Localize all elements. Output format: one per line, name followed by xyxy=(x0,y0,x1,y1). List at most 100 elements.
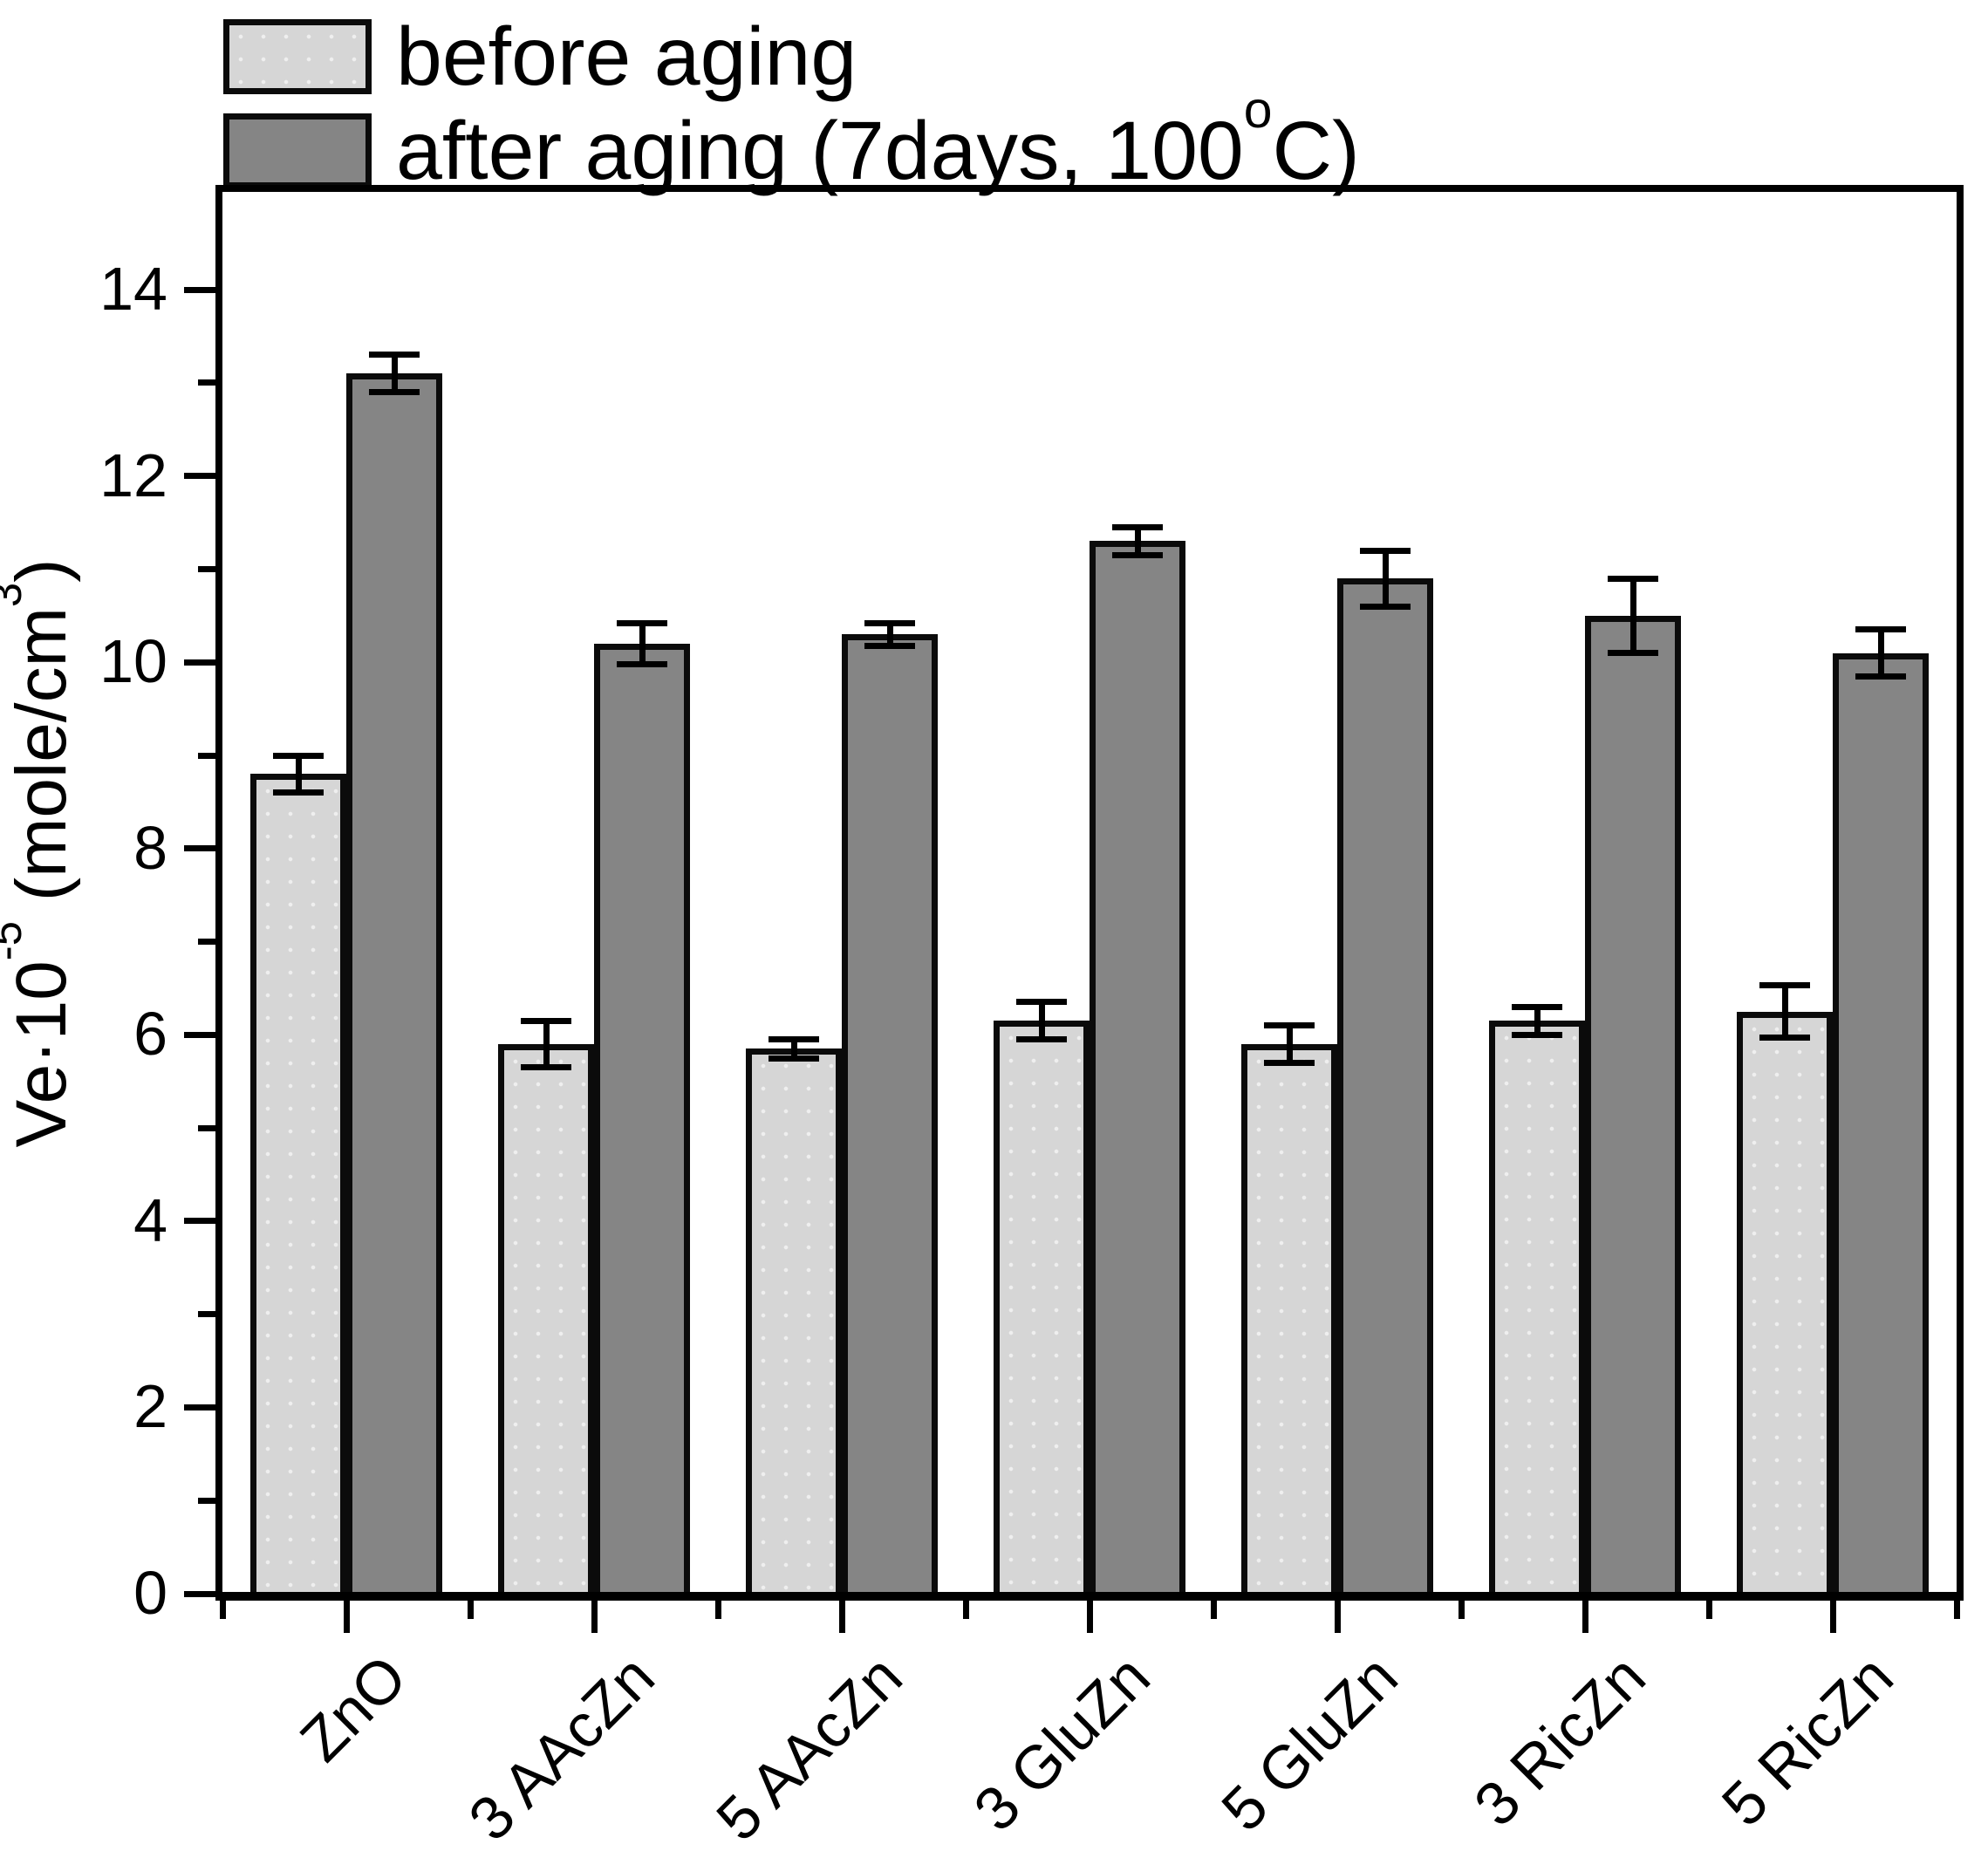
x-minor-tick-6 xyxy=(1705,1601,1712,1619)
error-bar-cap-bottom-before-1 xyxy=(521,1064,571,1071)
y-minor-tick-7 xyxy=(198,939,216,946)
error-bar-cap-top-before-0 xyxy=(273,752,324,759)
y-major-tick-6 xyxy=(184,1031,216,1038)
y-tick-label-10: 10 xyxy=(99,627,167,696)
error-bar-cap-bottom-before-3 xyxy=(1016,1036,1067,1043)
error-bar-cap-bottom-before-5 xyxy=(1512,1031,1562,1038)
bar-before-5-riczn xyxy=(1737,1011,1833,1594)
error-bar-cap-top-before-2 xyxy=(769,1036,819,1043)
error-bar-cap-top-after-0 xyxy=(369,352,420,359)
error-bar-cap-top-before-3 xyxy=(1016,999,1067,1006)
bar-before-5-gluzn xyxy=(1241,1044,1337,1594)
error-bar-line-before-6 xyxy=(1781,985,1788,1038)
y-major-tick-14 xyxy=(184,286,216,293)
error-bar-line-after-1 xyxy=(639,623,646,665)
error-bar-cap-bottom-after-3 xyxy=(1112,551,1163,558)
bar-after-5-aaczn xyxy=(842,634,938,1594)
error-bar-cap-top-after-6 xyxy=(1855,626,1906,633)
error-bar-cap-top-before-5 xyxy=(1512,1003,1562,1010)
error-bar-cap-bottom-before-0 xyxy=(273,789,324,796)
error-bar-cap-bottom-after-1 xyxy=(617,660,667,667)
error-bar-cap-bottom-before-6 xyxy=(1759,1035,1810,1042)
error-bar-line-after-6 xyxy=(1877,629,1884,677)
y-major-tick-0 xyxy=(184,1590,216,1597)
y-major-tick-12 xyxy=(184,473,216,480)
bar-after-5-gluzn xyxy=(1337,578,1433,1594)
y-minor-tick-5 xyxy=(198,1124,216,1131)
legend-label-before-aging: before aging xyxy=(396,10,857,103)
x-minor-tick-7 xyxy=(1953,1601,1960,1619)
y-tick-label-2: 2 xyxy=(133,1372,167,1441)
y-minor-tick-11 xyxy=(198,565,216,572)
y-minor-tick-3 xyxy=(198,1311,216,1318)
error-bar-cap-top-after-3 xyxy=(1112,523,1163,530)
error-bar-cap-top-before-4 xyxy=(1264,1022,1315,1029)
legend-label-after-aging: after aging (7days, 100oC) xyxy=(396,81,1360,197)
y-tick-label-6: 6 xyxy=(133,1000,167,1069)
error-bar-line-after-2 xyxy=(886,623,893,645)
x-major-tick-2 xyxy=(838,1601,845,1633)
x-minor-tick-4 xyxy=(1210,1601,1217,1619)
error-bar-cap-top-before-1 xyxy=(521,1017,571,1024)
bar-before-3-riczn xyxy=(1489,1021,1585,1594)
error-bar-cap-top-after-2 xyxy=(864,619,915,626)
bar-before-3-aaczn xyxy=(498,1044,594,1594)
x-major-tick-0 xyxy=(343,1601,350,1633)
bar-before-3-gluzn xyxy=(994,1021,1090,1594)
x-axis-line xyxy=(215,1592,1964,1601)
legend-swatch-after-aging xyxy=(223,113,372,188)
error-bar-cap-bottom-after-4 xyxy=(1360,603,1411,610)
bar-before-zno xyxy=(250,774,346,1594)
y-major-tick-2 xyxy=(184,1404,216,1410)
bar-before-5-aaczn xyxy=(746,1048,842,1594)
y-tick-label-12: 12 xyxy=(99,441,167,509)
bar-after-zno xyxy=(346,373,442,1594)
bar-after-5-riczn xyxy=(1833,652,1929,1594)
error-bar-line-before-3 xyxy=(1038,1001,1045,1040)
error-bar-line-before-0 xyxy=(295,755,302,793)
y-tick-label-0: 0 xyxy=(133,1559,167,1627)
x-tick-label-zno: ZnO xyxy=(287,1642,420,1775)
error-bar-cap-bottom-after-2 xyxy=(864,642,915,649)
error-bar-cap-top-after-4 xyxy=(1360,547,1411,554)
error-bar-cap-top-after-1 xyxy=(617,619,667,626)
bar-after-3-aaczn xyxy=(594,643,690,1594)
legend-swatch-before-aging xyxy=(223,19,372,94)
x-major-tick-1 xyxy=(591,1601,598,1633)
x-major-tick-3 xyxy=(1086,1601,1093,1633)
error-bar-cap-bottom-after-5 xyxy=(1608,650,1658,657)
bar-after-3-riczn xyxy=(1585,615,1681,1594)
error-bar-cap-bottom-after-6 xyxy=(1855,673,1906,680)
y-tick-label-8: 8 xyxy=(133,813,167,882)
error-bar-cap-top-after-5 xyxy=(1608,575,1658,582)
x-major-tick-4 xyxy=(1334,1601,1341,1633)
y-minor-tick-13 xyxy=(198,379,216,386)
y-minor-tick-1 xyxy=(198,1497,216,1504)
y-minor-tick-9 xyxy=(198,752,216,759)
error-bar-line-after-5 xyxy=(1629,578,1636,653)
bar-after-3-gluzn xyxy=(1090,541,1185,1594)
x-major-tick-6 xyxy=(1829,1601,1836,1633)
y-major-tick-8 xyxy=(184,845,216,852)
error-bar-line-before-4 xyxy=(1286,1025,1293,1063)
x-minor-tick-1 xyxy=(467,1601,474,1619)
y-tick-label-14: 14 xyxy=(99,255,167,324)
x-minor-tick-3 xyxy=(962,1601,969,1619)
x-major-tick-5 xyxy=(1582,1601,1588,1633)
x-minor-tick-0 xyxy=(219,1601,226,1619)
error-bar-cap-bottom-after-0 xyxy=(369,389,420,396)
error-bar-line-before-5 xyxy=(1534,1007,1541,1035)
error-bar-line-after-0 xyxy=(391,354,398,393)
error-bar-line-before-1 xyxy=(543,1021,550,1068)
error-bar-line-after-4 xyxy=(1382,550,1389,607)
error-bar-cap-bottom-before-4 xyxy=(1264,1059,1315,1066)
error-bar-line-after-3 xyxy=(1134,527,1141,556)
x-minor-tick-2 xyxy=(714,1601,721,1619)
x-minor-tick-5 xyxy=(1458,1601,1465,1619)
error-bar-cap-bottom-before-2 xyxy=(769,1055,819,1062)
y-tick-label-4: 4 xyxy=(133,1185,167,1254)
error-bar-cap-top-before-6 xyxy=(1759,982,1810,989)
error-bar-line-before-2 xyxy=(790,1039,797,1059)
y-major-tick-10 xyxy=(184,659,216,666)
